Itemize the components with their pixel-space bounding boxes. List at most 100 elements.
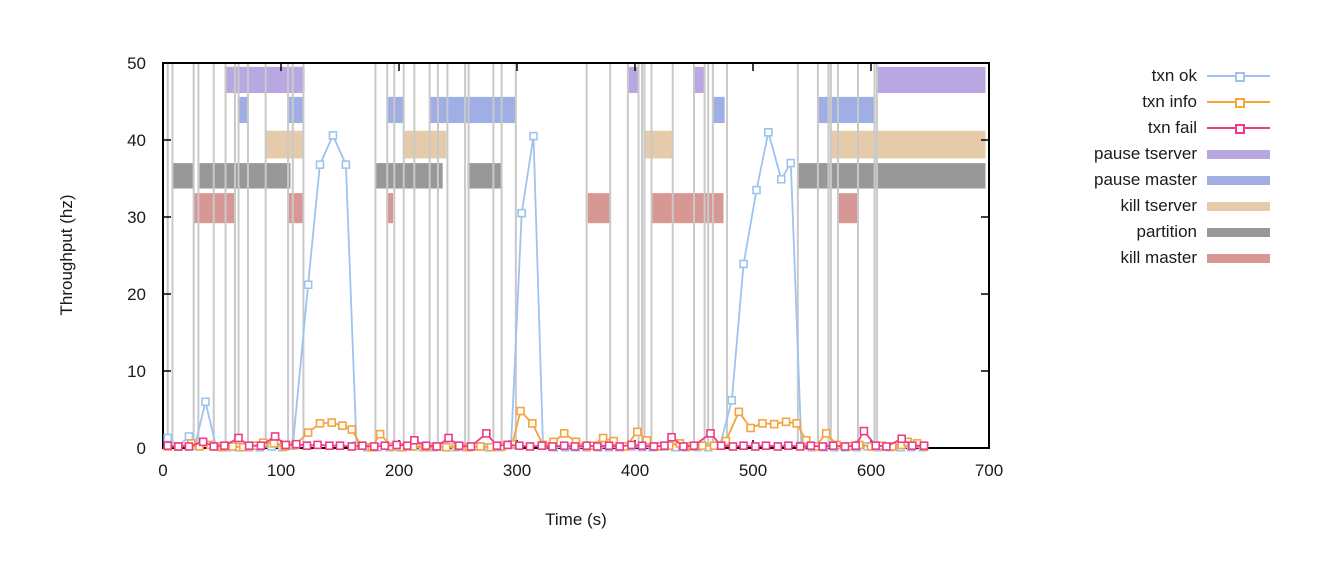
legend-label: partition: [1136, 222, 1197, 241]
legend-marker-sample: [1235, 124, 1245, 134]
marker-txn-fail: [347, 442, 357, 451]
marker-txn-ok: [752, 185, 761, 195]
y-tick-label: 10: [127, 362, 146, 381]
x-axis-title: Time (s): [545, 510, 607, 529]
band-pause-master: [387, 96, 404, 124]
marker-txn-info: [228, 442, 237, 451]
legend-key: [1207, 69, 1270, 83]
legend-key: [1207, 95, 1270, 109]
band-pause-master: [288, 96, 304, 124]
marker-txn-fail: [627, 440, 636, 450]
marker-txn-fail: [615, 442, 624, 451]
marker-txn-fail: [281, 440, 291, 450]
band-partition: [797, 163, 986, 189]
marker-txn-info: [801, 435, 811, 445]
y-tick-label: 30: [127, 208, 146, 227]
marker-txn-fail: [828, 441, 838, 450]
marker-txn-fail: [761, 441, 771, 450]
legend-key: [1207, 251, 1270, 265]
x-tick-label: 200: [385, 461, 413, 480]
y-axis-title: Throughput (hz): [57, 194, 76, 316]
marker-txn-info: [598, 433, 608, 443]
marker-txn-ok: [163, 433, 173, 443]
marker-txn-info: [721, 436, 731, 446]
marker-txn-fail: [818, 442, 827, 451]
marker-txn-fail: [592, 442, 602, 451]
legend-key: [1207, 199, 1270, 213]
marker-txn-fail: [302, 441, 312, 450]
marker-txn-ok: [727, 395, 737, 405]
marker-txn-fail: [570, 442, 580, 451]
marker-txn-fail: [716, 441, 726, 450]
y-tick-label: 0: [137, 439, 146, 458]
marker-txn-fail: [454, 441, 464, 450]
legend-row-txn-ok: txn ok: [970, 63, 1270, 89]
marker-txn-info: [697, 441, 707, 450]
marker-txn-fail: [689, 441, 699, 450]
marker-txn-ok: [786, 158, 796, 168]
marker-txn-fail: [503, 440, 512, 450]
x-tick-label: 0: [158, 461, 167, 480]
marker-txn-fail: [313, 440, 322, 450]
marker-txn-fail: [220, 441, 229, 450]
marker-txn-ok: [529, 131, 538, 141]
marker-txn-fail: [421, 441, 431, 450]
marker-txn-fail: [851, 441, 860, 450]
chart-legend: txn ok txn info txn fail pause tserver pause…: [970, 63, 1270, 271]
band-kill-tserver: [830, 130, 986, 159]
legend-band-sample: [1207, 150, 1270, 159]
marker-txn-info: [709, 441, 719, 450]
band-kill-master: [837, 193, 859, 224]
legend-row-txn-fail: txn fail: [970, 115, 1270, 141]
marker-txn-fail: [773, 442, 783, 451]
marker-txn-fail: [840, 442, 850, 451]
legend-band-sample: [1207, 228, 1270, 237]
marker-txn-fail: [444, 433, 453, 443]
marker-txn-fail: [667, 432, 676, 442]
marker-txn-fail: [432, 442, 442, 451]
marker-txn-info: [441, 442, 451, 452]
marker-txn-fail: [706, 429, 715, 438]
marker-txn-fail: [163, 441, 173, 450]
marker-txn-fail: [410, 435, 419, 445]
band-pause-master: [817, 96, 875, 124]
marker-txn-fail: [649, 442, 659, 451]
marker-txn-info: [327, 418, 337, 427]
legend-label: txn fail: [1147, 118, 1197, 137]
x-tick-label: 500: [739, 461, 767, 480]
y-tick-label: 50: [127, 54, 146, 73]
band-pause-tserver: [627, 66, 639, 94]
band-kill-master: [288, 193, 304, 224]
band-kill-master: [651, 193, 724, 224]
marker-txn-fail: [548, 442, 557, 451]
marker-txn-info: [821, 429, 831, 438]
marker-txn-fail: [234, 433, 243, 443]
marker-txn-fail: [679, 442, 688, 451]
marker-txn-info: [269, 439, 279, 448]
marker-txn-info: [559, 429, 569, 438]
marker-txn-fail: [515, 441, 524, 450]
marker-txn-info: [516, 406, 525, 416]
marker-txn-ok: [184, 432, 194, 441]
x-tick-label: 700: [975, 461, 1003, 480]
marker-txn-info: [303, 428, 313, 437]
marker-txn-info: [642, 435, 652, 445]
marker-txn-fail: [335, 441, 345, 450]
marker-txn-info: [734, 407, 744, 417]
marker-txn-info: [315, 419, 325, 428]
band-kill-tserver: [644, 130, 673, 159]
marker-txn-fail: [392, 440, 401, 450]
marker-txn-fail: [919, 441, 929, 450]
y-tick-label: 20: [127, 285, 146, 304]
x-tick-label: 300: [503, 461, 531, 480]
marker-txn-fail: [198, 437, 208, 447]
marker-txn-fail: [751, 442, 760, 451]
marker-txn-info: [528, 419, 537, 428]
band-pause-master: [712, 96, 725, 124]
marker-txn-info: [758, 419, 767, 428]
legend-label: kill tserver: [1120, 196, 1197, 215]
marker-txn-fail: [358, 441, 367, 450]
x-tick-label: 100: [267, 461, 295, 480]
marker-txn-fail: [907, 441, 917, 450]
